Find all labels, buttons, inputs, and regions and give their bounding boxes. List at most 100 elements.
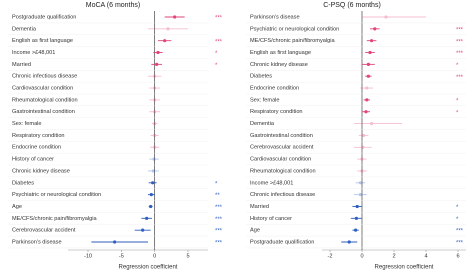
estimate: [149, 98, 160, 102]
significance: *: [456, 205, 459, 211]
estimate: [354, 121, 402, 126]
point: [361, 145, 365, 149]
row-label: Cerebrovascular accident: [250, 145, 314, 151]
row-label: ME/CFS/chronic pain/fibromyalgia: [250, 38, 335, 44]
point: [366, 74, 370, 78]
estimate: [365, 74, 372, 78]
point: [384, 15, 388, 19]
x-axis-title: Regression coefficient: [119, 265, 178, 271]
row-label: Endocrine condition: [12, 145, 61, 151]
estimate: [149, 86, 160, 90]
estimate: [365, 50, 375, 55]
x-tick-label: 5: [186, 253, 189, 259]
significance: *: [215, 51, 218, 57]
significance: *: [215, 63, 218, 69]
estimate: [152, 121, 158, 126]
row-label: Diabetes: [250, 74, 272, 80]
estimate: [91, 240, 148, 244]
point: [151, 169, 155, 173]
significance: *: [456, 217, 459, 223]
x-tick-label: 0: [360, 253, 363, 259]
point: [360, 169, 364, 173]
significance: *: [215, 181, 218, 187]
point: [153, 74, 157, 78]
estimate: [366, 39, 377, 43]
x-tick-label: 0: [153, 253, 156, 259]
row-label: Psychiatric or neurological condition: [12, 192, 101, 198]
x-tick-label: 6: [456, 253, 459, 259]
point: [354, 216, 358, 220]
estimate: [148, 169, 159, 173]
point: [149, 193, 153, 197]
row-label: Cardiovascular condition: [12, 86, 73, 92]
estimate: [362, 110, 370, 114]
point: [153, 121, 157, 126]
estimate: [141, 216, 152, 220]
estimate: [354, 145, 372, 149]
significance: ***: [456, 39, 464, 45]
row-label: Chronic kidney disease: [12, 168, 70, 174]
row-label: English as first language: [12, 38, 73, 44]
significance: ***: [456, 75, 464, 81]
row-label: Chronic kidney disease: [250, 62, 308, 68]
estimate: [149, 110, 160, 114]
estimate: [148, 193, 155, 197]
row-label: ME/CFS/chronic pain/fibromyalgia: [12, 216, 97, 222]
row-label: Diabetes: [12, 180, 34, 186]
significance: **: [215, 193, 220, 199]
row-label: Parkinson's disease: [12, 239, 62, 245]
row-label: Rheumatological condition: [12, 97, 78, 103]
estimate: [354, 193, 367, 197]
row-label: Cardiovascular condition: [250, 157, 311, 163]
significance: ***: [456, 229, 464, 235]
point: [354, 228, 358, 232]
estimate: [363, 98, 370, 102]
row-label: Endocrine condition: [250, 86, 299, 92]
point: [347, 240, 351, 244]
point: [151, 181, 155, 185]
point: [155, 62, 159, 66]
point: [358, 181, 362, 185]
x-tick-label: 2: [392, 253, 395, 259]
estimate: [352, 204, 362, 209]
estimate: [357, 157, 367, 161]
estimate: [370, 27, 380, 31]
row-label: History of cancer: [250, 216, 292, 222]
estimate: [358, 133, 369, 138]
x-tick-label: -5: [119, 253, 124, 259]
panel-title: MoCA (6 months): [86, 2, 140, 9]
point: [152, 157, 156, 161]
estimate: [357, 169, 367, 173]
point: [153, 145, 157, 149]
point: [366, 62, 370, 66]
x-axis-title: Regression coefficient: [375, 265, 434, 271]
row-label: Income >£48,001: [250, 180, 293, 186]
point: [368, 50, 372, 55]
estimate: [360, 86, 374, 90]
significance: ***: [215, 16, 223, 22]
row-label: Age: [250, 228, 260, 234]
point: [365, 86, 369, 90]
row-label: Cerebrovascular accident: [12, 228, 76, 234]
row-label: Sex: female: [250, 97, 280, 103]
estimate: [355, 181, 366, 185]
row-label: Postgraduate qualification: [250, 239, 314, 245]
significance: ***: [456, 241, 464, 247]
point: [153, 98, 157, 102]
estimate: [148, 27, 188, 31]
significance: ***: [215, 241, 223, 247]
point: [153, 86, 157, 90]
row-label: Age: [12, 204, 22, 210]
row-label: Rheumatological condition: [250, 168, 316, 174]
row-label: Married: [250, 204, 269, 210]
point: [373, 27, 377, 31]
row-label: Postgraduate qualification: [12, 14, 76, 20]
x-tick-label: -10: [84, 253, 92, 259]
row-label: Chronic infectious disease: [12, 74, 77, 80]
point: [153, 110, 157, 114]
row-label: Sex: female: [12, 121, 42, 127]
significance: ***: [456, 27, 464, 33]
estimate: [134, 228, 151, 232]
estimate: [164, 15, 185, 19]
row-label: Respiratory condition: [12, 133, 65, 139]
